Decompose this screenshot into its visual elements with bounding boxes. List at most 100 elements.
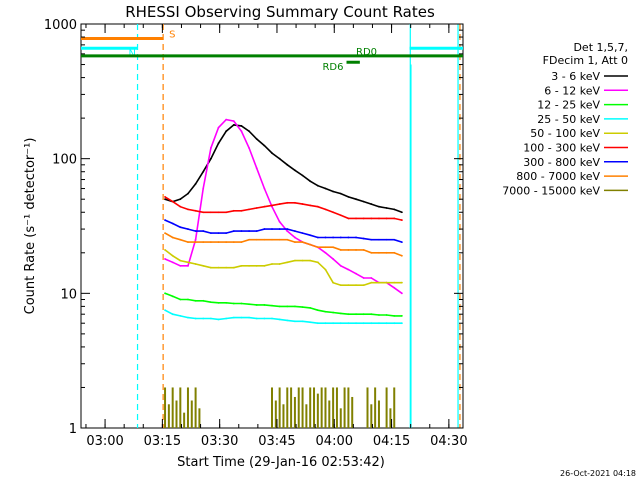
data-point <box>278 318 281 321</box>
data-point <box>332 246 335 249</box>
series-line <box>164 196 403 221</box>
data-point <box>225 266 228 269</box>
data-point <box>232 316 235 319</box>
data-point <box>278 263 281 265</box>
data-point <box>209 147 212 149</box>
data-point <box>355 236 357 239</box>
data-point <box>232 124 235 126</box>
y-tick-label: 1 <box>69 422 77 437</box>
data-point <box>362 249 365 251</box>
data-point <box>240 209 243 212</box>
data-point <box>248 147 250 149</box>
data-point <box>171 261 174 264</box>
data-point <box>339 312 342 315</box>
data-point <box>286 261 289 264</box>
legend-label: 300 - 800 keV <box>523 156 600 169</box>
data-point <box>217 211 220 214</box>
data-point <box>316 246 319 249</box>
data-point <box>294 201 296 204</box>
data-point <box>347 196 350 198</box>
data-point <box>164 219 166 221</box>
data-point <box>339 264 342 267</box>
data-point <box>294 236 296 239</box>
data-point <box>187 192 189 195</box>
data-point <box>271 317 273 320</box>
data-point <box>171 295 174 298</box>
data-point <box>202 317 205 320</box>
data-point <box>187 264 189 267</box>
data-point <box>370 217 373 220</box>
data-point <box>309 243 312 246</box>
data-point <box>164 196 166 198</box>
data-point <box>378 238 380 241</box>
data-point <box>332 236 335 239</box>
data-point <box>217 126 220 129</box>
data-point <box>194 317 197 320</box>
data-point <box>263 317 266 320</box>
data-point <box>332 211 335 214</box>
x-tick-label: 03:45 <box>258 434 295 449</box>
data-point <box>225 241 228 244</box>
data-point <box>370 251 373 254</box>
data-point <box>171 200 174 203</box>
data-point <box>286 201 289 204</box>
data-point <box>324 236 327 239</box>
data-point <box>309 306 312 309</box>
data-point <box>393 217 396 220</box>
data-point <box>294 305 296 308</box>
data-point <box>339 236 342 239</box>
data-point <box>378 217 380 220</box>
data-point <box>316 205 319 208</box>
data-point <box>301 232 304 235</box>
data-point <box>278 157 281 160</box>
data-point <box>209 241 212 244</box>
data-point <box>278 228 281 230</box>
data-point <box>248 130 250 133</box>
data-point <box>393 286 396 289</box>
data-point <box>324 187 327 190</box>
data-point <box>202 211 205 214</box>
data-point <box>271 263 273 265</box>
legend-header: Det 1,5,7, <box>573 41 628 54</box>
data-point <box>370 238 373 241</box>
data-point <box>400 281 403 284</box>
x-tick-label: 03:30 <box>201 434 238 449</box>
series-line <box>164 292 402 317</box>
data-point <box>316 236 319 239</box>
data-point <box>355 313 357 316</box>
data-point <box>286 319 289 322</box>
x-tick-label: 04:00 <box>316 434 353 449</box>
legend-label: 3 - 6 keV <box>551 70 600 83</box>
data-point <box>301 241 304 244</box>
data-point <box>232 230 235 232</box>
data-point <box>194 263 197 265</box>
data-point <box>370 281 373 284</box>
data-point <box>217 241 220 244</box>
data-point <box>294 259 296 262</box>
data-point <box>194 238 197 241</box>
data-point <box>385 322 388 325</box>
data-point <box>324 208 327 211</box>
series-1 <box>164 118 403 295</box>
data-point <box>324 322 327 325</box>
data-point <box>355 284 357 287</box>
data-point <box>255 138 258 140</box>
data-point <box>202 241 205 244</box>
data-point <box>202 187 205 190</box>
data-point <box>400 292 403 295</box>
data-point <box>400 241 403 244</box>
data-point <box>187 208 189 211</box>
footer-timestamp: 26-Oct-2021 04:18 <box>560 469 636 478</box>
data-point <box>232 209 235 212</box>
legend-label: 6 - 12 keV <box>544 84 600 97</box>
data-point <box>347 268 350 271</box>
x-axis: 03:00 03:15 03:30 03:45 04:00 04:15 04:30 <box>85 24 468 449</box>
data-point <box>294 169 296 172</box>
data-point <box>362 200 365 203</box>
chart-title: RHESSI Observing Summary Count Rates <box>125 3 435 21</box>
data-point <box>248 316 250 319</box>
data-point <box>400 211 403 214</box>
data-point <box>225 317 228 320</box>
data-point <box>347 322 350 325</box>
